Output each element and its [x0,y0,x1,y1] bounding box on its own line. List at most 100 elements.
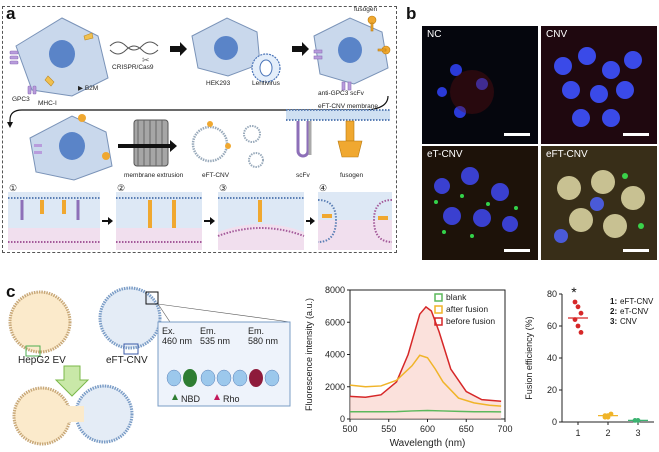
step-3-number: ③ [219,183,228,193]
label-hek: HEK293 [206,80,231,87]
panel-a-schematic: ✂ [7,15,393,250]
nbd-lipid-icon [183,369,197,387]
crispr-dna-icon [109,41,159,55]
micrograph-nc: NC [422,26,538,144]
micrograph-etcnv: eT-CNV [422,146,538,260]
y-tick-label: 80 [547,289,557,299]
x-tick-label: 700 [497,424,512,434]
label-fusogen-top: fusogen [354,6,378,13]
x-tick-label: 650 [459,424,474,434]
micrograph-cnv: CNV [541,26,657,144]
step-2 [116,192,202,250]
label-extrusion: membrane extrusion [124,172,184,179]
arrow-1-icon [170,42,187,56]
panel-a-letter: a [6,4,16,23]
y-tick-label: 0 [340,414,345,424]
membrane-inset [286,109,390,158]
panel-a-frame [2,6,397,253]
nucleus-hek [214,36,238,60]
scale-bar [504,133,530,136]
data-point [572,299,578,305]
data-point [578,310,584,316]
legend-number: 2: [610,307,617,316]
x-tick-label: 600 [420,424,435,434]
micrograph-nc-image [437,64,494,118]
y-tick-label: 8000 [325,285,345,295]
eft-cnv-icon [98,286,162,355]
data-point [578,330,584,335]
y-tick-label: 0 [552,417,557,427]
label-gpc3: GPC3 [12,96,30,103]
legend-swatch [434,317,443,326]
mhc-icon [44,32,94,87]
scale-bar [504,249,530,252]
down-arrow-icon [54,365,90,397]
series-line-after-fusion [349,354,502,407]
micrograph-nc-title: NC [427,29,442,40]
label-eftcnv: eFT-CNV [202,172,230,179]
label-em2: Em. 580 nm [248,326,279,346]
arrow-3-icon [118,140,177,152]
legend-number: 1: [610,297,617,306]
step-1-number: ① [9,183,18,193]
x-tick-label: 3 [635,428,640,438]
fusogen-inset-icon [337,120,363,158]
nbd-legend-icon [172,394,178,400]
label-rho: Rho [223,394,240,404]
y-axis-label: Fluorescence intensity (a.u.) [304,298,314,411]
y-tick-label: 2000 [325,382,345,392]
x-tick-label: 2 [605,428,610,438]
fluorescence-spectrum-chart: 500 550 600 650 700 0 2000 4000 6000 8000 Waveleng… [304,285,513,449]
micrograph-eftcnv: eFT-CNV [541,146,657,260]
scissors-icon: ✂ [142,55,150,65]
legend-label: blank [446,292,467,302]
data-point [575,323,581,329]
panel-c-schematic [8,286,291,446]
x-tick-label: 500 [342,424,357,434]
micrograph-cnv-image [541,26,657,144]
data-point [572,317,578,322]
legend-swatch [434,293,443,302]
series-line-blank [350,409,502,413]
step-2-number: ② [117,183,126,193]
scale-bar [623,249,649,252]
panel-b-letter: b [406,4,417,23]
label-eft-cnv-c: eFT-CNV [106,355,148,366]
series-line-before-fusion [349,305,502,403]
vesicle-small-icon [243,125,264,168]
x-tick-label: 550 [381,424,396,434]
step-4 [317,192,393,250]
series-area-before-fusion [350,306,502,419]
label-crispr: CRISPR/Cas9 [112,64,154,71]
label-b2m: ▶ B2M [78,85,99,92]
extruder-icon [133,119,169,167]
label-em1: Em. 535 nm [200,326,231,346]
data-point [605,414,611,420]
y-tick-label: 60 [547,321,557,331]
hepg2-ev-icon [8,290,72,357]
label-membrane: eFT-CNV membrane [318,103,378,110]
micrograph-eftcnv-image [541,146,657,260]
label-hepg2-ev: HepG2 EV [18,355,66,366]
micrograph-etcnv-image [422,146,538,260]
label-ex: Ex. 460 nm [162,326,193,346]
rho-lipid-icon [249,369,263,387]
y-tick-label: 4000 [325,350,345,360]
label-mhc: MHC-I [38,100,57,107]
arrow-2-icon [292,42,309,56]
label-lentivirus: Lentivirus [252,80,280,87]
data-point [635,418,641,423]
fusion-efficiency-chart: 0 20 40 60 80 1 2 3 Fusion efficiency (%) * 1: eFT-… [524,284,654,438]
fused-vesicles-icon [12,384,134,446]
label-scfv: scFv [296,172,310,179]
scale-bar [623,133,649,136]
fusogen-icon [367,15,391,55]
micrograph-eftcnv-title: eFT-CNV [546,149,588,160]
y-tick-label: 6000 [325,317,345,327]
label-fusogen: fusogen [340,172,364,179]
scfv-inset-icon [296,121,310,158]
x-tick-label: 1 [575,428,580,438]
vesicle-large-icon [191,121,231,163]
micrograph-etcnv-title: eT-CNV [427,149,463,160]
nucleus-engineered [338,37,362,63]
